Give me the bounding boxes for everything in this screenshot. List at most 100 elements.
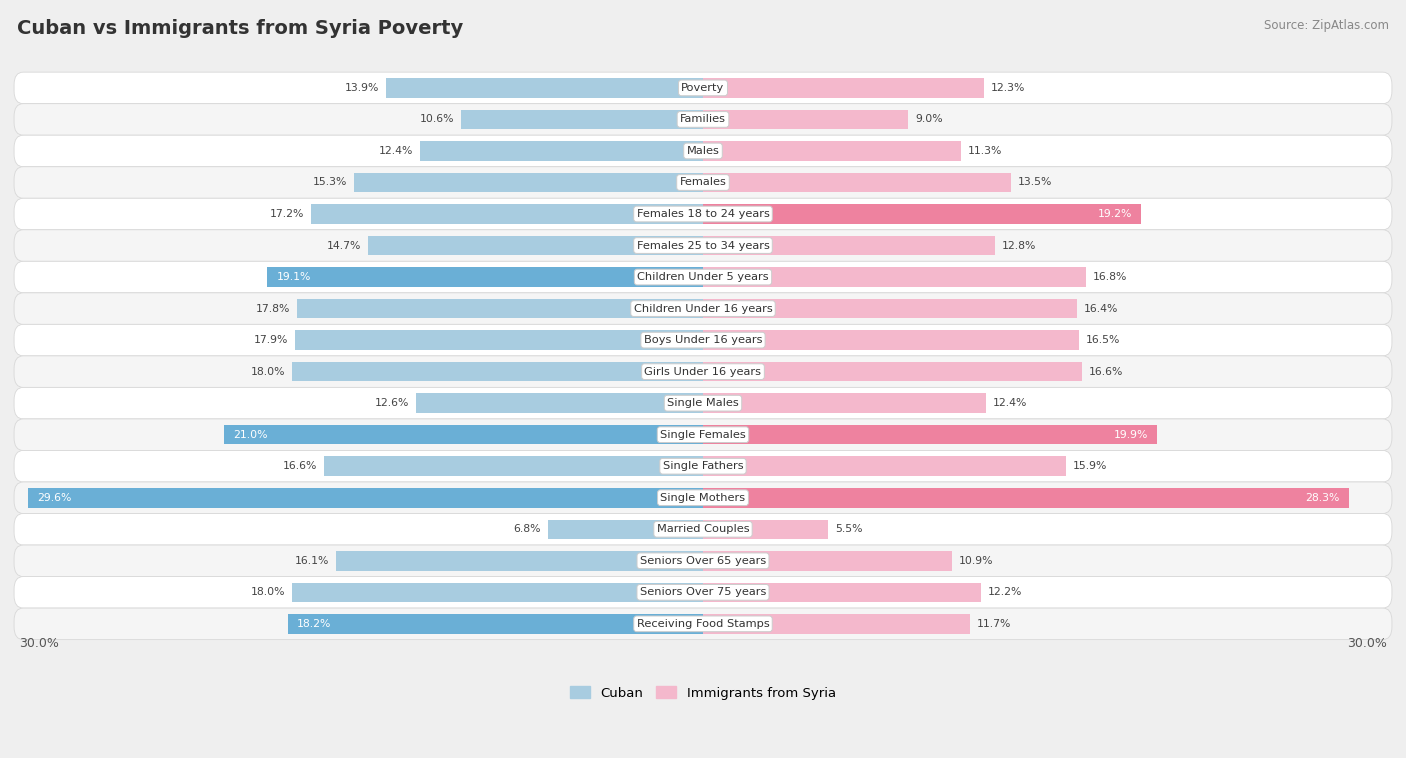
Text: 9.0%: 9.0%: [915, 114, 943, 124]
Bar: [461, 110, 703, 129]
Text: 11.7%: 11.7%: [977, 619, 1011, 629]
Text: 12.4%: 12.4%: [378, 146, 413, 156]
FancyBboxPatch shape: [14, 608, 1392, 640]
FancyBboxPatch shape: [14, 482, 1392, 513]
Bar: [311, 204, 703, 224]
Bar: [703, 204, 1142, 224]
Text: Girls Under 16 years: Girls Under 16 years: [644, 367, 762, 377]
Bar: [703, 583, 981, 602]
Text: 16.5%: 16.5%: [1087, 335, 1121, 345]
FancyBboxPatch shape: [14, 230, 1392, 262]
Bar: [420, 141, 703, 161]
Bar: [703, 488, 1348, 508]
FancyBboxPatch shape: [14, 356, 1392, 387]
Text: 12.3%: 12.3%: [990, 83, 1025, 93]
FancyBboxPatch shape: [14, 135, 1392, 167]
Bar: [703, 456, 1066, 476]
Text: 12.6%: 12.6%: [374, 398, 409, 408]
Text: Children Under 16 years: Children Under 16 years: [634, 304, 772, 314]
Bar: [703, 393, 986, 413]
Bar: [703, 78, 984, 98]
Text: 19.1%: 19.1%: [277, 272, 311, 282]
Bar: [703, 519, 828, 539]
Text: 29.6%: 29.6%: [37, 493, 72, 503]
Text: 12.8%: 12.8%: [1002, 240, 1036, 251]
Bar: [292, 583, 703, 602]
FancyBboxPatch shape: [14, 513, 1392, 545]
FancyBboxPatch shape: [14, 199, 1392, 230]
Text: 18.0%: 18.0%: [252, 367, 285, 377]
FancyBboxPatch shape: [14, 450, 1392, 482]
Bar: [703, 268, 1087, 287]
FancyBboxPatch shape: [14, 324, 1392, 356]
Text: 12.4%: 12.4%: [993, 398, 1028, 408]
Text: 15.3%: 15.3%: [312, 177, 347, 187]
Bar: [703, 173, 1011, 193]
Text: 18.2%: 18.2%: [297, 619, 332, 629]
Bar: [224, 425, 703, 444]
Text: 16.4%: 16.4%: [1084, 304, 1118, 314]
Text: 11.3%: 11.3%: [967, 146, 1002, 156]
Text: 16.1%: 16.1%: [294, 556, 329, 565]
Text: 15.9%: 15.9%: [1073, 461, 1107, 471]
Text: 17.9%: 17.9%: [253, 335, 288, 345]
Text: Receiving Food Stamps: Receiving Food Stamps: [637, 619, 769, 629]
Text: 16.8%: 16.8%: [1092, 272, 1128, 282]
Text: Source: ZipAtlas.com: Source: ZipAtlas.com: [1264, 19, 1389, 32]
Text: Married Couples: Married Couples: [657, 525, 749, 534]
FancyBboxPatch shape: [14, 104, 1392, 135]
Bar: [703, 551, 952, 571]
Bar: [295, 330, 703, 350]
Text: 13.5%: 13.5%: [1018, 177, 1052, 187]
Bar: [367, 236, 703, 255]
Bar: [703, 299, 1077, 318]
Text: 28.3%: 28.3%: [1305, 493, 1340, 503]
Bar: [703, 614, 970, 634]
Bar: [385, 78, 703, 98]
Bar: [548, 519, 703, 539]
Text: Cuban vs Immigrants from Syria Poverty: Cuban vs Immigrants from Syria Poverty: [17, 19, 463, 38]
Text: 19.9%: 19.9%: [1114, 430, 1147, 440]
Text: 19.2%: 19.2%: [1098, 209, 1132, 219]
Text: 18.0%: 18.0%: [252, 587, 285, 597]
FancyBboxPatch shape: [14, 387, 1392, 419]
Text: Single Fathers: Single Fathers: [662, 461, 744, 471]
Bar: [703, 141, 960, 161]
Legend: Cuban, Immigrants from Syria: Cuban, Immigrants from Syria: [565, 681, 841, 705]
Text: Single Mothers: Single Mothers: [661, 493, 745, 503]
Text: 30.0%: 30.0%: [18, 637, 59, 650]
Text: 17.2%: 17.2%: [270, 209, 304, 219]
FancyBboxPatch shape: [14, 72, 1392, 104]
Bar: [703, 425, 1157, 444]
Text: 16.6%: 16.6%: [1088, 367, 1123, 377]
Text: 16.6%: 16.6%: [283, 461, 318, 471]
Bar: [703, 330, 1080, 350]
Text: Females: Females: [679, 177, 727, 187]
FancyBboxPatch shape: [14, 167, 1392, 199]
Bar: [703, 236, 995, 255]
Text: 10.6%: 10.6%: [420, 114, 454, 124]
FancyBboxPatch shape: [14, 577, 1392, 608]
Text: Seniors Over 65 years: Seniors Over 65 years: [640, 556, 766, 565]
Text: 10.9%: 10.9%: [959, 556, 993, 565]
Text: 30.0%: 30.0%: [1347, 637, 1388, 650]
Text: Males: Males: [686, 146, 720, 156]
FancyBboxPatch shape: [14, 545, 1392, 577]
Bar: [267, 268, 703, 287]
Bar: [297, 299, 703, 318]
Text: 14.7%: 14.7%: [326, 240, 361, 251]
FancyBboxPatch shape: [14, 293, 1392, 324]
Bar: [416, 393, 703, 413]
Text: 21.0%: 21.0%: [233, 430, 267, 440]
Text: Females 18 to 24 years: Females 18 to 24 years: [637, 209, 769, 219]
FancyBboxPatch shape: [14, 262, 1392, 293]
Text: 13.9%: 13.9%: [344, 83, 380, 93]
Text: 5.5%: 5.5%: [835, 525, 863, 534]
Text: Single Males: Single Males: [666, 398, 740, 408]
Text: 6.8%: 6.8%: [513, 525, 541, 534]
Bar: [288, 614, 703, 634]
Bar: [336, 551, 703, 571]
Bar: [703, 110, 908, 129]
Bar: [28, 488, 703, 508]
Bar: [325, 456, 703, 476]
